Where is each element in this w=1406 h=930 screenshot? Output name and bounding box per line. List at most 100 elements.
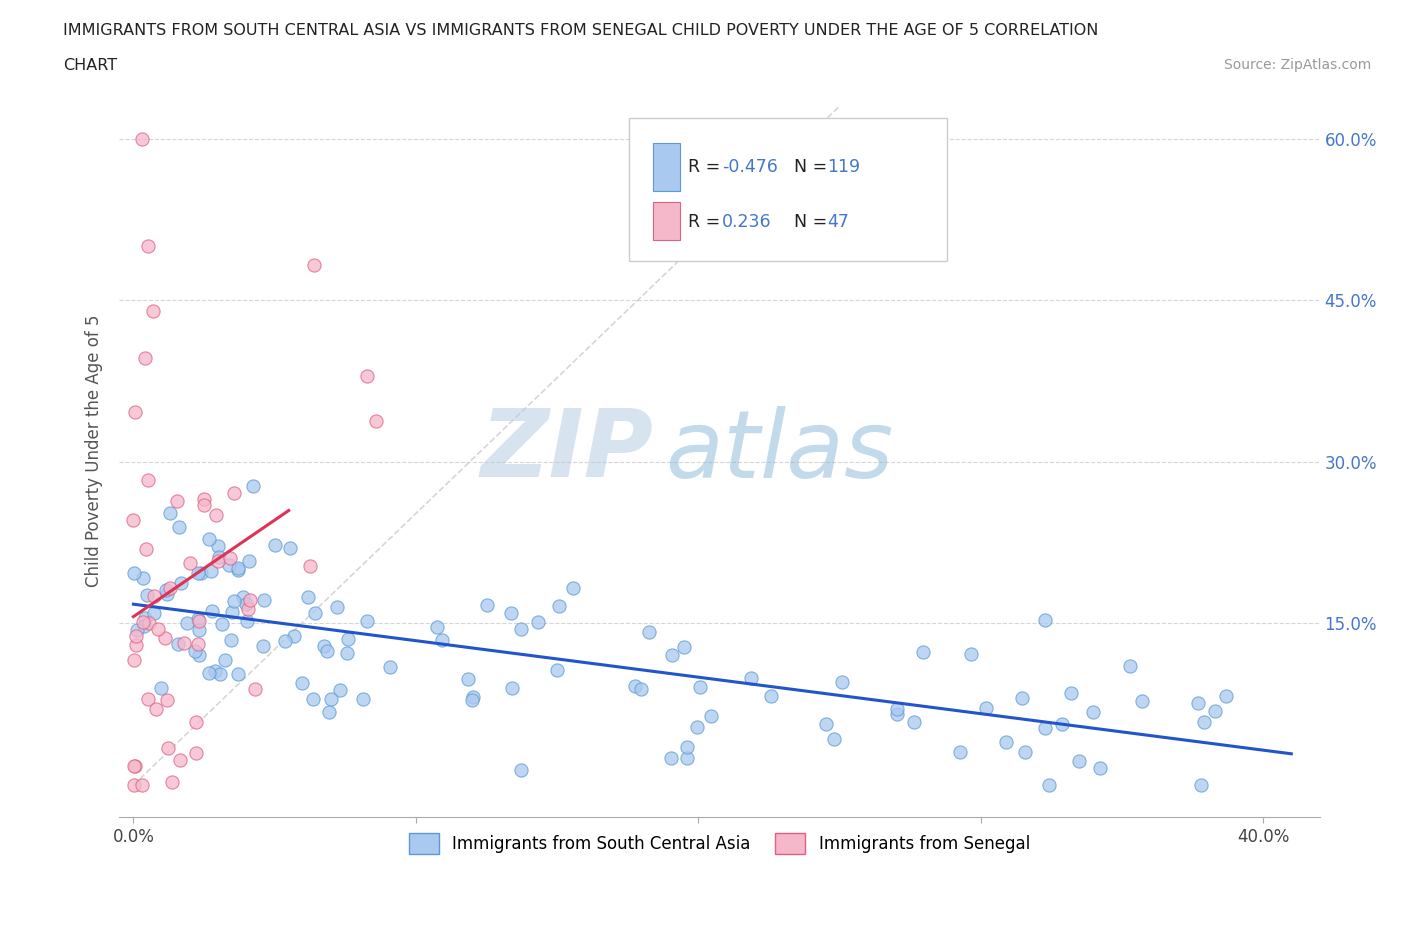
Point	[221, 604, 243, 619]
Point	[1081, 705, 1104, 720]
Point	[214, 652, 236, 667]
Point	[156, 692, 179, 707]
Text: Source: ZipAtlas.com: Source: ZipAtlas.com	[1223, 58, 1371, 72]
Point	[211, 617, 233, 631]
Point	[1215, 688, 1237, 703]
Point	[142, 605, 165, 620]
Point	[960, 646, 983, 661]
Point	[547, 599, 569, 614]
Point	[166, 636, 188, 651]
Point	[1067, 753, 1090, 768]
Point	[510, 621, 533, 636]
Point	[207, 550, 229, 565]
Text: atlas: atlas	[665, 405, 894, 497]
Point	[134, 611, 156, 626]
Point	[562, 580, 585, 595]
Point	[1014, 744, 1036, 759]
Point	[264, 538, 287, 552]
Point	[1187, 696, 1209, 711]
Point	[326, 599, 349, 614]
Point	[155, 631, 177, 645]
Point	[170, 576, 193, 591]
Point	[238, 553, 260, 568]
Point	[242, 478, 264, 493]
Point	[299, 558, 322, 573]
Point	[236, 613, 259, 628]
Point	[475, 597, 498, 612]
Legend: Immigrants from South Central Asia, Immigrants from Senegal: Immigrants from South Central Asia, Immi…	[402, 827, 1036, 860]
Point	[316, 643, 339, 658]
Point	[226, 666, 249, 681]
Point	[356, 614, 378, 629]
Point	[253, 592, 276, 607]
Point	[974, 701, 997, 716]
Point	[352, 692, 374, 707]
Point	[134, 351, 156, 365]
Point	[198, 532, 221, 547]
Point	[759, 689, 782, 704]
Point	[1038, 777, 1060, 792]
Text: 47: 47	[828, 214, 849, 232]
Point	[201, 604, 224, 618]
Point	[301, 692, 323, 707]
Point	[150, 680, 173, 695]
Point	[132, 619, 155, 634]
Point	[278, 540, 301, 555]
Point	[252, 639, 274, 654]
Point	[1033, 612, 1056, 627]
Point	[179, 555, 201, 570]
Point	[1060, 685, 1083, 700]
Point	[1189, 777, 1212, 792]
Point	[197, 666, 219, 681]
Point	[283, 629, 305, 644]
Point	[232, 590, 254, 604]
Text: 0.236: 0.236	[721, 214, 772, 232]
Point	[219, 632, 242, 647]
Point	[193, 498, 215, 512]
Point	[304, 605, 326, 620]
Point	[186, 746, 208, 761]
Point	[222, 593, 245, 608]
Point	[218, 550, 240, 565]
Point	[380, 659, 402, 674]
Point	[187, 623, 209, 638]
Point	[1090, 761, 1112, 776]
Point	[546, 662, 568, 677]
Point	[624, 679, 647, 694]
Text: ZIP: ZIP	[481, 405, 654, 497]
Point	[686, 720, 709, 735]
Point	[166, 493, 188, 508]
Point	[187, 566, 209, 581]
Point	[661, 647, 683, 662]
FancyBboxPatch shape	[630, 118, 948, 260]
Point	[319, 692, 342, 707]
Point	[461, 689, 484, 704]
Point	[501, 681, 523, 696]
Text: R =: R =	[688, 214, 725, 232]
Point	[501, 605, 523, 620]
Point	[823, 731, 845, 746]
Point	[131, 131, 153, 146]
Point	[356, 368, 378, 383]
Point	[510, 762, 533, 777]
Point	[124, 759, 146, 774]
Point	[146, 621, 169, 636]
Point	[457, 671, 479, 686]
Point	[314, 638, 336, 653]
Point	[132, 570, 155, 585]
Point	[207, 553, 229, 568]
Point	[124, 759, 146, 774]
Point	[122, 512, 145, 527]
Point	[995, 735, 1018, 750]
Point	[638, 624, 661, 639]
Point	[124, 405, 146, 419]
Point	[184, 644, 207, 658]
Bar	[654, 202, 681, 240]
Point	[329, 683, 352, 698]
Point	[700, 709, 723, 724]
Point	[304, 258, 326, 272]
Point	[239, 592, 262, 607]
Point	[136, 239, 159, 254]
Point	[831, 675, 853, 690]
Point	[1050, 716, 1073, 731]
